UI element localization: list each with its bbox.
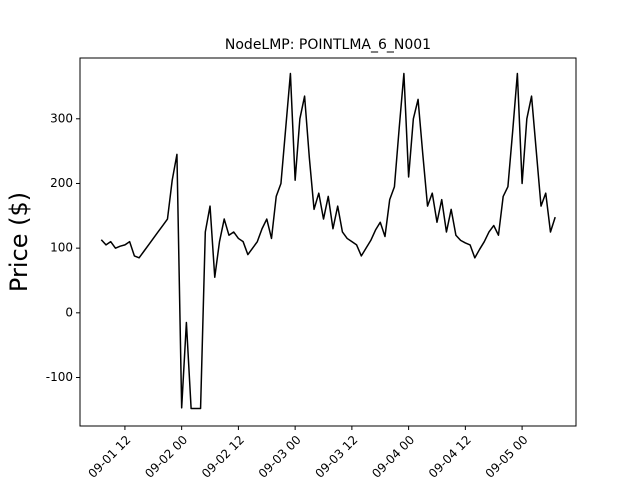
y-tick-label: 200 [50,176,73,190]
y-axis-label: Price ($) [5,192,33,292]
y-tick-label: -100 [46,370,73,384]
chart-title: NodeLMP: POINTLMA_6_N001 [225,37,431,53]
price-line [100,72,556,410]
y-tick-label: 300 [50,111,73,125]
y-tick-label: 0 [65,305,73,319]
axes-frame [79,57,577,427]
y-tick-label: 100 [50,241,73,255]
